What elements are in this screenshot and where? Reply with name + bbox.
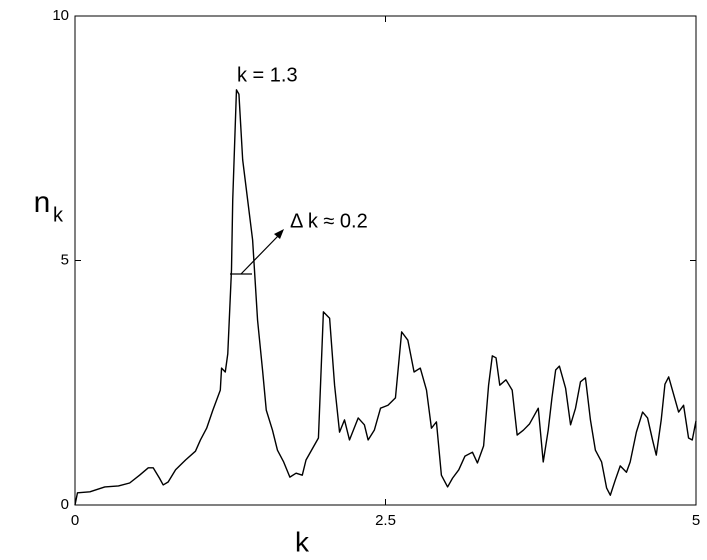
y-axis-label-subscript: k (53, 204, 64, 226)
y-tick-label: 0 (61, 496, 69, 513)
annotation-arrow (240, 234, 280, 275)
x-axis-label: k (295, 526, 310, 557)
data-line (74, 89, 697, 506)
x-tick-label: 2.5 (375, 512, 396, 529)
x-tick-label: 0 (71, 512, 79, 529)
plot-frame (74, 15, 697, 506)
y-tick-label: 10 (52, 7, 69, 24)
annotation: k = 1.3 (237, 64, 298, 86)
annotation: Δ k ≈ 0.2 (290, 210, 368, 232)
y-tick-label: 5 (61, 251, 69, 268)
x-tick-label: 5 (692, 512, 700, 529)
arrow-head (274, 229, 284, 239)
y-axis-label: n (34, 186, 51, 219)
